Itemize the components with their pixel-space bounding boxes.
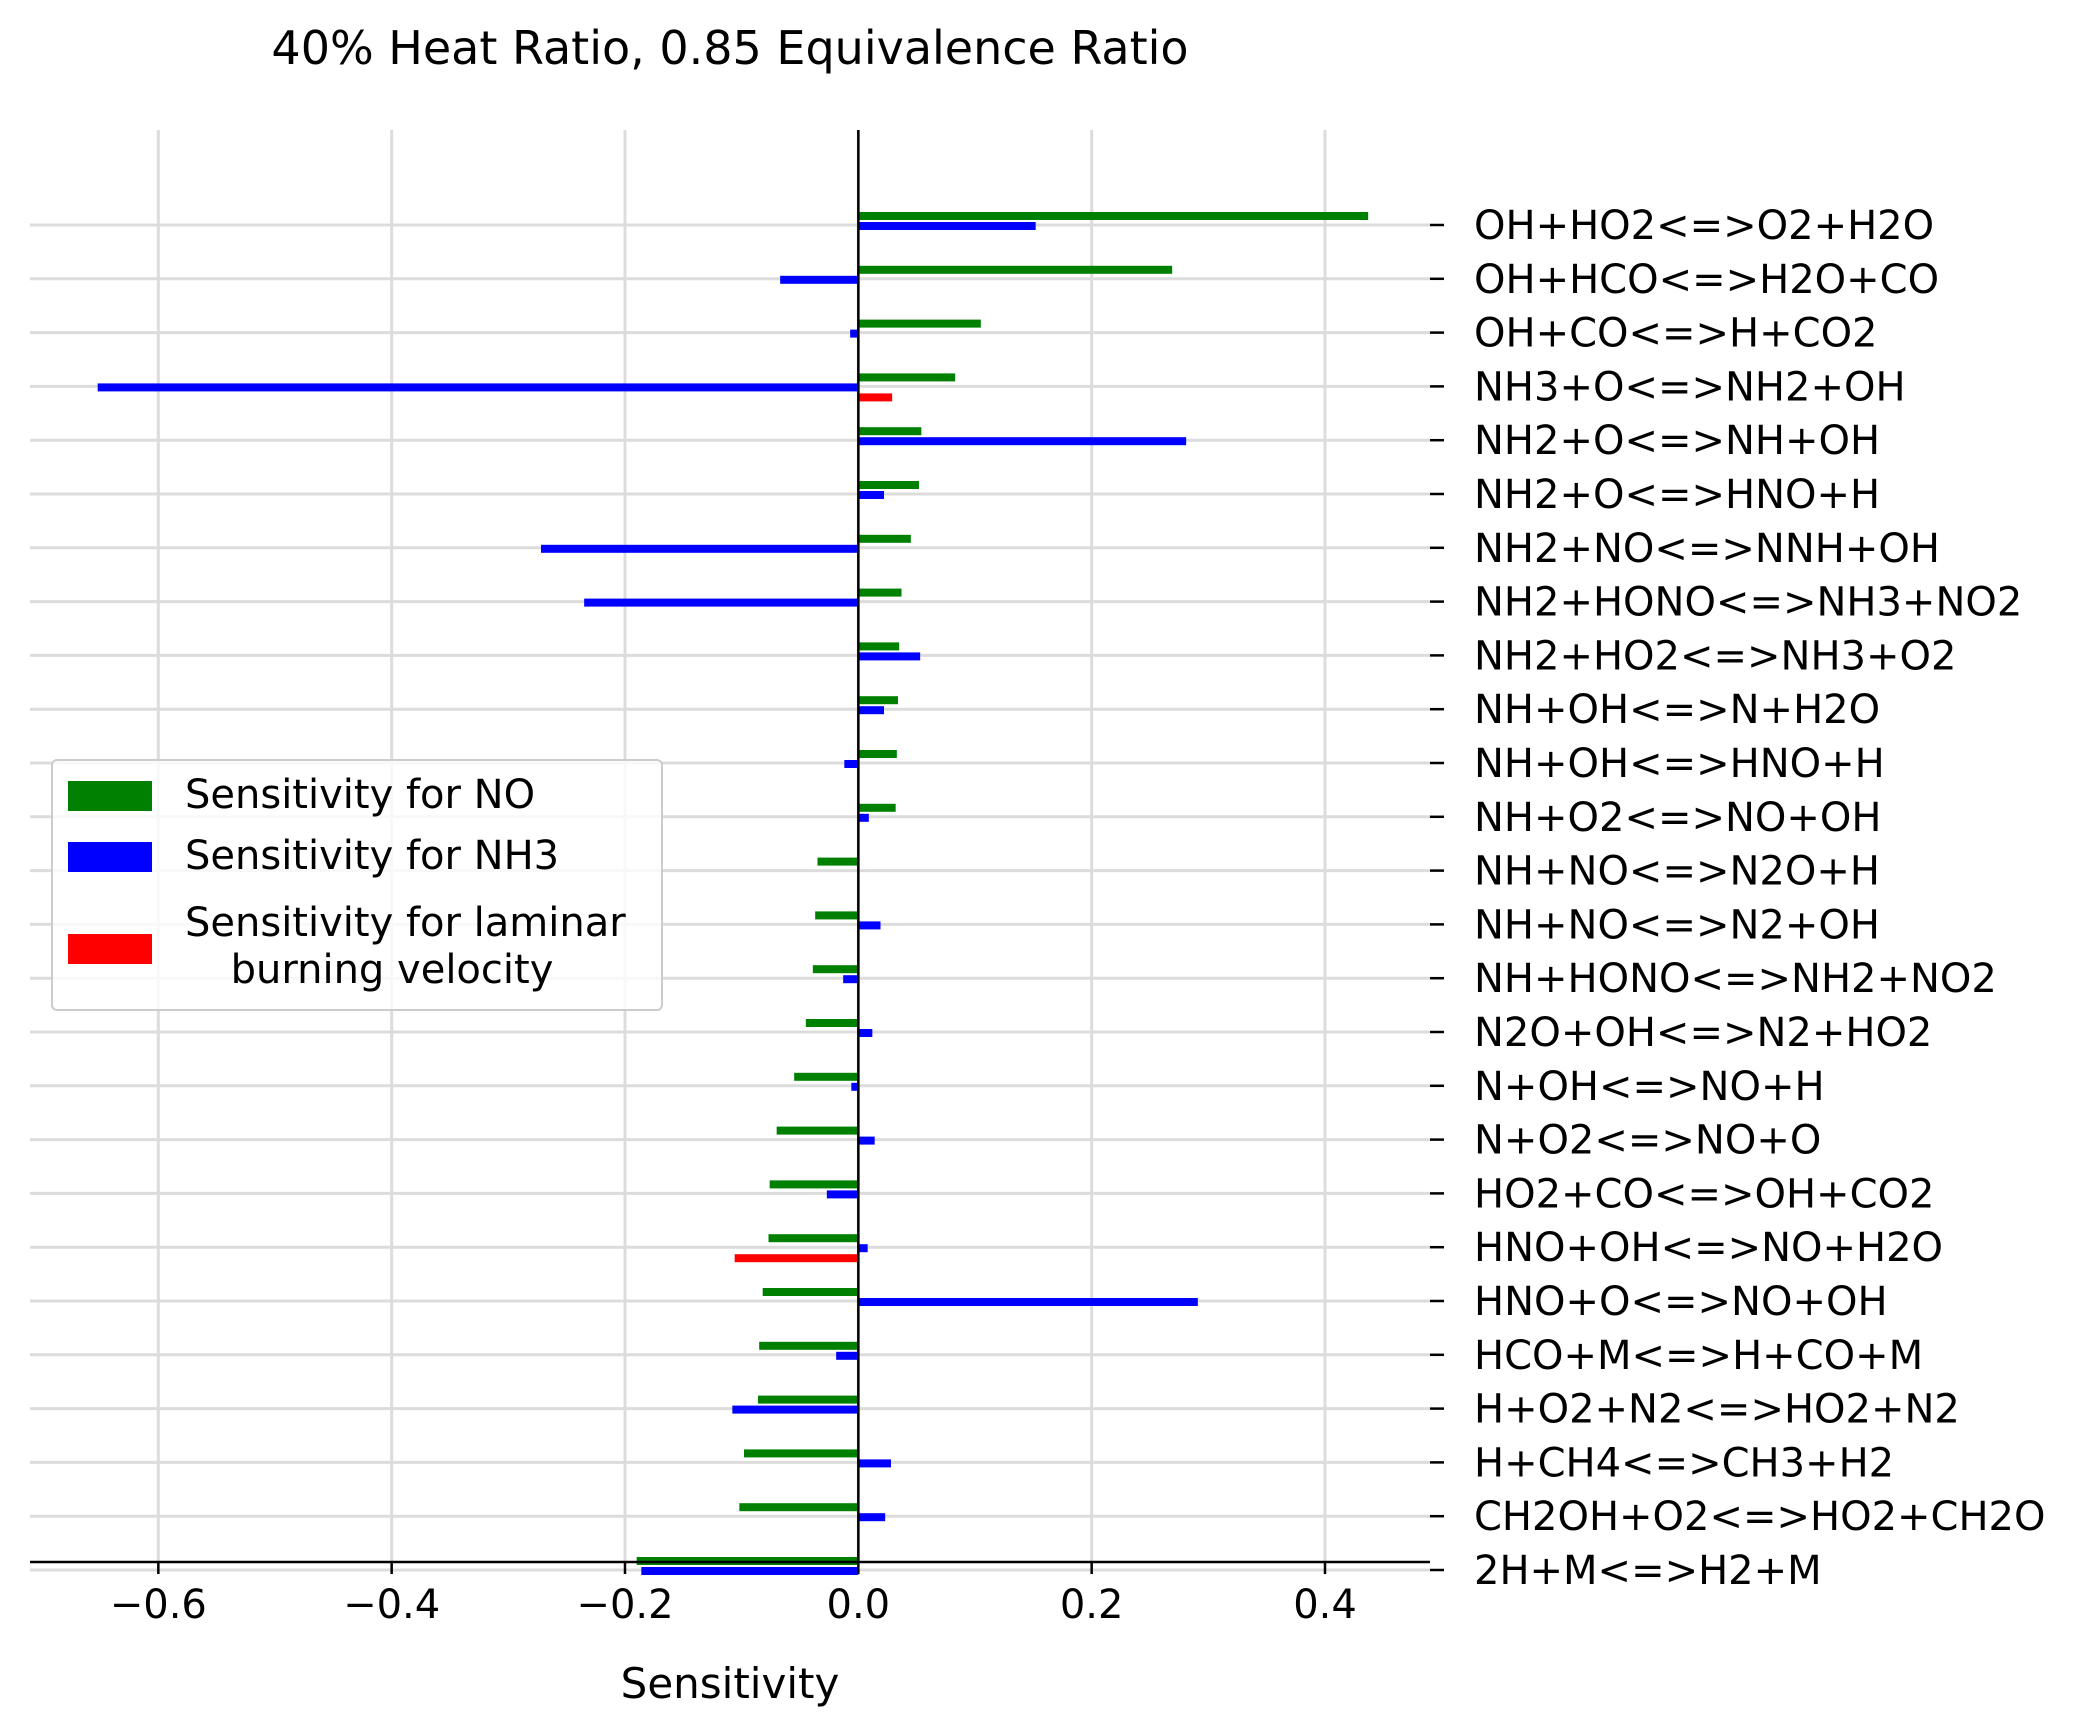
bar-no-16	[794, 1072, 859, 1081]
bar-no-13	[815, 911, 859, 920]
bar-no-23	[744, 1449, 859, 1458]
bar-no-5	[858, 481, 919, 489]
y-tick-label-21: HCO+M<=>H+CO+M	[1474, 1333, 1923, 1379]
bar-no-2	[858, 319, 981, 328]
bar-nh3-23	[858, 1459, 891, 1468]
bar-nh3-9	[858, 706, 884, 715]
y-tick-label-12: NH+NO<=>N2O+H	[1474, 849, 1880, 895]
bar-nh3-20	[858, 1298, 1198, 1306]
y-tick-label-14: NH+HONO<=>NH2+NO2	[1474, 956, 1997, 1002]
y-tick-label-9: NH+OH<=>N+H2O	[1474, 687, 1880, 733]
y-tick-label-5: NH2+O<=>HNO+H	[1474, 472, 1880, 518]
x-tick-label-5: 0.4	[1293, 1582, 1357, 1628]
y-tick-label-22: H+O2+N2<=>HO2+N2	[1474, 1387, 1960, 1433]
bar-nh3-4	[858, 437, 1187, 446]
y-tick-label-10: NH+OH<=>HNO+H	[1474, 741, 1885, 787]
y-tick-label-15: N2O+OH<=>N2+HO2	[1474, 1010, 1932, 1056]
bar-nh3-13	[858, 921, 881, 930]
bar-lbv-3	[858, 393, 893, 402]
y-tick-label-7: NH2+HONO<=>NH3+NO2	[1474, 580, 2022, 626]
bar-no-8	[858, 642, 900, 651]
y-tick-label-3: NH3+O<=>NH2+OH	[1474, 364, 1906, 410]
legend-label-lbv-line1: Sensitivity for laminar	[185, 900, 626, 946]
bar-nh3-21	[836, 1351, 859, 1360]
bar-nh3-11	[858, 813, 869, 822]
y-tick-label-23: H+CH4<=>CH3+H2	[1474, 1440, 1894, 1486]
legend-label-no: Sensitivity for NO	[185, 772, 535, 818]
bar-nh3-10	[844, 760, 859, 768]
y-tick-label-20: HNO+O<=>NO+OH	[1474, 1279, 1888, 1325]
chart-title: 40% Heat Ratio, 0.85 Equivalence Ratio	[271, 21, 1188, 75]
legend-swatch-nh3	[68, 842, 152, 872]
legend-swatch-no	[68, 781, 152, 811]
bar-nh3-2	[850, 329, 859, 338]
y-tick-label-4: NH2+O<=>NH+OH	[1474, 418, 1880, 464]
bar-no-10	[858, 750, 897, 758]
bar-nh3-22	[732, 1405, 859, 1414]
bar-no-24	[739, 1503, 859, 1512]
legend-label-nh3: Sensitivity for NH3	[185, 833, 559, 879]
bar-nh3-19	[858, 1244, 868, 1253]
bar-nh3-7	[584, 598, 859, 607]
bar-no-9	[858, 696, 898, 705]
bar-nh3-15	[858, 1029, 873, 1037]
bars	[97, 212, 1369, 1575]
legend-box	[51, 759, 663, 1011]
bar-no-6	[858, 534, 911, 543]
y-axis-ticks: OH+HO2<=>O2+H2O OH+HCO<=>H2O+CO OH+CO<=>H+…	[1430, 203, 2045, 1594]
legend: Sensitivity for NO Sensitivity for NH3 S…	[51, 759, 663, 1011]
bar-no-15	[805, 1019, 859, 1027]
x-axis-label: Sensitivity	[621, 1659, 840, 1708]
x-axis-ticks: −0.6 −0.4 −0.2 0.0 0.2 0.4	[110, 1562, 1357, 1628]
bar-no-18	[769, 1180, 859, 1189]
bar-no-4	[858, 427, 922, 436]
y-tick-label-18: HO2+CO<=>OH+CO2	[1474, 1171, 1934, 1217]
bar-no-12	[817, 857, 859, 866]
x-tick-label-3: 0.0	[827, 1582, 891, 1628]
bar-no-22	[758, 1395, 859, 1404]
bar-nh3-6	[541, 544, 859, 553]
bar-nh3-8	[858, 652, 921, 661]
y-tick-label-16: N+OH<=>NO+H	[1474, 1064, 1825, 1110]
y-tick-label-25: 2H+M<=>H2+M	[1474, 1548, 1822, 1594]
bar-no-19	[768, 1234, 859, 1243]
bar-no-3	[858, 373, 956, 382]
bar-nh3-3	[97, 383, 859, 392]
bar-no-0	[858, 212, 1369, 220]
bar-nh3-5	[858, 491, 884, 499]
y-tick-label-0: OH+HO2<=>O2+H2O	[1474, 203, 1934, 249]
bar-no-1	[858, 265, 1173, 274]
legend-swatch-lbv	[68, 934, 152, 964]
bar-nh3-17	[858, 1136, 875, 1145]
bar-nh3-24	[858, 1513, 886, 1522]
bar-no-21	[759, 1341, 859, 1350]
x-tick-label-4: 0.2	[1060, 1582, 1124, 1628]
y-tick-label-13: NH+NO<=>N2+OH	[1474, 902, 1880, 948]
y-tick-label-6: NH2+NO<=>NNH+OH	[1474, 526, 1940, 572]
legend-label-lbv-line2: burning velocity	[231, 947, 554, 993]
bar-nh3-1	[780, 275, 859, 284]
y-tick-label-2: OH+CO<=>H+CO2	[1474, 311, 1878, 357]
y-tick-label-11: NH+O2<=>NO+OH	[1474, 795, 1881, 841]
bar-no-7	[858, 588, 902, 597]
x-tick-label-0: −0.6	[110, 1582, 207, 1628]
bar-nh3-0	[858, 222, 1036, 230]
y-tick-label-1: OH+HCO<=>H2O+CO	[1474, 257, 1939, 303]
x-tick-label-1: −0.4	[343, 1582, 440, 1628]
bar-no-14	[812, 965, 859, 974]
x-tick-label-2: −0.2	[576, 1582, 673, 1628]
y-tick-label-24: CH2OH+O2<=>HO2+CH2O	[1474, 1494, 2045, 1540]
bar-nh3-25	[641, 1567, 859, 1575]
bar-no-11	[858, 803, 896, 812]
bar-lbv-19	[734, 1254, 859, 1263]
y-tick-label-19: HNO+OH<=>NO+H2O	[1474, 1225, 1943, 1271]
y-tick-label-17: N+O2<=>NO+O	[1474, 1118, 1821, 1164]
y-tick-label-8: NH2+HO2<=>NH3+O2	[1474, 633, 1956, 679]
bar-nh3-18	[826, 1190, 859, 1199]
bar-no-20	[762, 1288, 859, 1296]
bar-nh3-14	[843, 975, 859, 984]
bar-no-17	[776, 1126, 859, 1135]
bar-nh3-16	[851, 1082, 859, 1091]
